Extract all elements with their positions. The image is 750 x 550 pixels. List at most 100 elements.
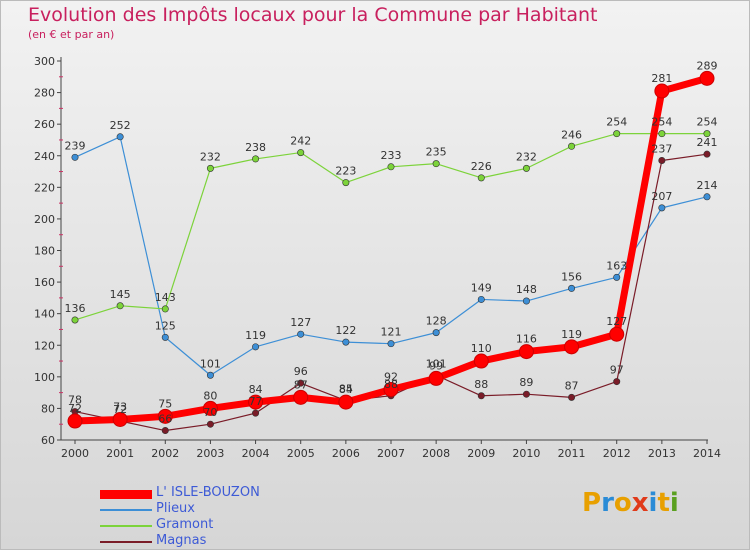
data-point bbox=[432, 329, 440, 337]
logo-letter: i bbox=[669, 488, 679, 518]
data-point bbox=[206, 164, 214, 172]
data-label: 281 bbox=[651, 72, 672, 85]
x-tick-label: 2009 bbox=[467, 447, 495, 460]
data-label: 96 bbox=[294, 365, 308, 378]
y-tick-label: 180 bbox=[34, 245, 55, 258]
logo-letter: o bbox=[613, 488, 632, 518]
data-point bbox=[477, 392, 485, 400]
data-label: 88 bbox=[384, 378, 398, 391]
data-point bbox=[116, 302, 124, 310]
data-point bbox=[297, 330, 305, 338]
data-label: 92 bbox=[384, 370, 398, 383]
data-point bbox=[654, 83, 670, 99]
data-label: 232 bbox=[200, 150, 221, 163]
logo-letter: x bbox=[631, 488, 649, 518]
x-tick-label: 2002 bbox=[151, 447, 179, 460]
data-label: 163 bbox=[606, 259, 627, 272]
data-point bbox=[116, 133, 124, 141]
data-point bbox=[613, 273, 621, 281]
logo-letter: P bbox=[582, 488, 602, 518]
data-label: 70 bbox=[203, 406, 217, 419]
data-point bbox=[703, 193, 711, 201]
y-tick-label: 300 bbox=[34, 55, 55, 68]
data-label: 223 bbox=[335, 165, 356, 178]
data-label: 66 bbox=[158, 413, 172, 426]
data-point bbox=[658, 204, 666, 212]
legend-label: L' ISLE-BOUZON bbox=[156, 485, 260, 500]
line-chart: 60 80 100 120 140 160 180 200 220 240 260 280 300 200… bbox=[34, 55, 721, 460]
data-label: 101 bbox=[200, 357, 221, 370]
y-tick-label: 280 bbox=[34, 87, 55, 100]
data-point bbox=[568, 393, 576, 401]
data-label: 254 bbox=[651, 116, 672, 129]
data-label: 110 bbox=[471, 342, 492, 355]
data-label: 75 bbox=[158, 397, 172, 410]
data-label: 289 bbox=[697, 59, 718, 72]
x-tick-label: 2006 bbox=[332, 447, 360, 460]
data-label: 77 bbox=[249, 395, 263, 408]
data-point bbox=[293, 389, 309, 405]
data-label: 85 bbox=[339, 383, 353, 396]
data-point bbox=[252, 155, 260, 163]
data-point bbox=[522, 390, 530, 398]
data-label: 254 bbox=[697, 116, 718, 129]
data-point bbox=[703, 130, 711, 138]
data-point bbox=[518, 344, 534, 360]
data-label: 143 bbox=[155, 291, 176, 304]
data-point bbox=[658, 156, 666, 164]
x-tick-label: 2011 bbox=[558, 447, 586, 460]
data-label: 87 bbox=[565, 379, 579, 392]
data-point bbox=[206, 371, 214, 379]
chart-title: Evolution des Impôts locaux pour la Comm… bbox=[28, 4, 598, 26]
legend-swatch bbox=[100, 509, 152, 511]
data-label: 101 bbox=[426, 357, 447, 370]
data-point bbox=[383, 381, 399, 397]
data-point bbox=[387, 340, 395, 348]
data-label: 72 bbox=[68, 402, 82, 415]
data-point bbox=[71, 153, 79, 161]
data-label: 214 bbox=[697, 179, 718, 192]
data-point bbox=[297, 379, 305, 387]
data-point bbox=[473, 353, 489, 369]
x-tick-label: 2014 bbox=[693, 447, 721, 460]
y-tick-label: 160 bbox=[34, 276, 55, 289]
y-tick-label: 260 bbox=[34, 118, 55, 131]
legend-label: Magnas bbox=[156, 533, 207, 548]
data-point bbox=[568, 284, 576, 292]
data-label: 119 bbox=[561, 328, 582, 341]
data-labels-layer: 239 252 125 101 119 127 122 121 128 149 148 156 163 2… bbox=[65, 59, 718, 425]
y-tick-label: 140 bbox=[34, 308, 55, 321]
data-label: 254 bbox=[606, 116, 627, 129]
data-label: 125 bbox=[155, 319, 176, 332]
legend-label: Plieux bbox=[156, 501, 195, 516]
data-point bbox=[71, 316, 79, 324]
data-point bbox=[568, 142, 576, 150]
x-tick-label: 2013 bbox=[648, 447, 676, 460]
x-tick-label: 2007 bbox=[377, 447, 405, 460]
data-point bbox=[161, 427, 169, 435]
data-label: 238 bbox=[245, 141, 266, 154]
data-label: 226 bbox=[471, 160, 492, 173]
proxiti-logo: Proxiti bbox=[582, 488, 679, 518]
data-label: 116 bbox=[516, 333, 537, 346]
data-label: 242 bbox=[290, 135, 311, 148]
data-label: 127 bbox=[606, 315, 627, 328]
data-point bbox=[161, 305, 169, 313]
data-point bbox=[67, 413, 83, 429]
data-point bbox=[658, 130, 666, 138]
data-label: 72 bbox=[113, 403, 127, 416]
data-point bbox=[157, 408, 173, 424]
data-label: 207 bbox=[651, 190, 672, 203]
data-label: 145 bbox=[110, 288, 131, 301]
data-label: 128 bbox=[426, 315, 447, 328]
data-label: 119 bbox=[245, 329, 266, 342]
data-point bbox=[699, 70, 715, 86]
data-point bbox=[428, 370, 444, 386]
data-label: 149 bbox=[471, 281, 492, 294]
data-label: 127 bbox=[290, 316, 311, 329]
data-label: 99 bbox=[429, 359, 443, 372]
data-point bbox=[522, 297, 530, 305]
data-label: 121 bbox=[381, 326, 402, 339]
data-label: 84 bbox=[249, 383, 263, 396]
data-label: 136 bbox=[65, 302, 86, 315]
